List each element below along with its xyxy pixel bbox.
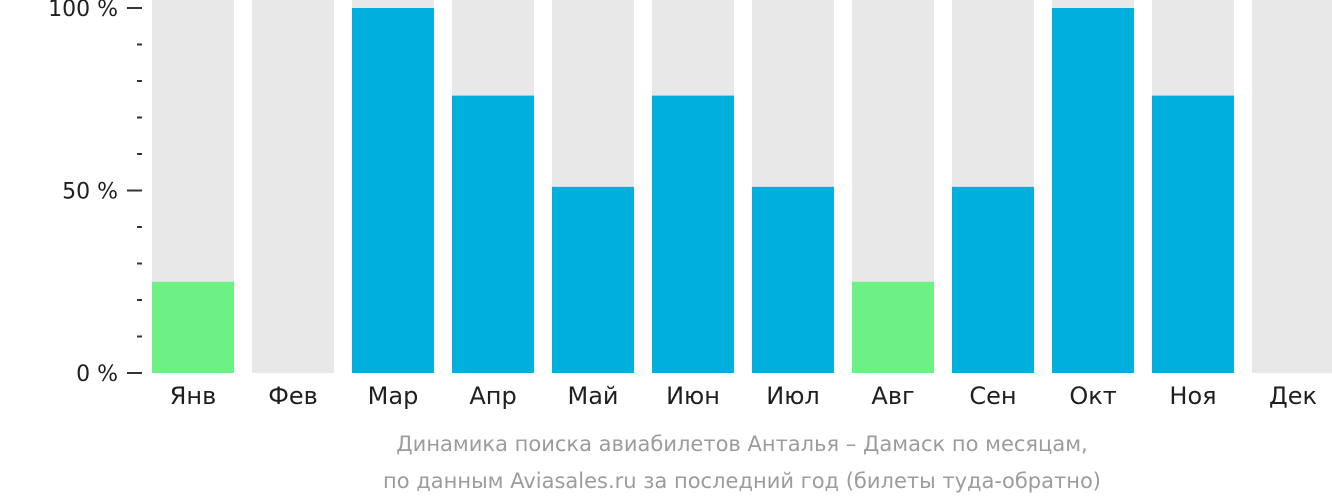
chart-caption-line-1: Динамика поиска авиабилетов Анталья – Да… (396, 432, 1087, 456)
x-tick-label: Янв (170, 382, 217, 410)
value-bars (152, 8, 1234, 373)
chart-caption-line-2: по данным Aviasales.ru за последний год … (383, 469, 1101, 493)
x-tick-label: Фев (268, 382, 318, 410)
x-tick-label: Окт (1069, 382, 1116, 410)
x-tick-label: Май (567, 382, 618, 410)
bar (352, 8, 434, 373)
bar (452, 95, 534, 373)
y-tick-label: 100 % (48, 0, 118, 22)
bar (952, 186, 1034, 373)
y-axis: 0 % 50 % 100 % (48, 0, 142, 387)
bar (1052, 8, 1134, 373)
y-tick-label: 0 % (76, 362, 118, 387)
x-tick-label: Сен (969, 382, 1016, 410)
bar-background (1252, 0, 1332, 373)
bar (852, 281, 934, 373)
x-tick-label: Апр (469, 382, 516, 410)
bar (152, 281, 234, 373)
x-tick-label: Ноя (1169, 382, 1216, 410)
x-tick-label: Июн (666, 382, 720, 410)
bar (1152, 95, 1234, 373)
x-axis: Янв Фев Мар Апр Май Июн Июл Авг Сен Окт Ноя Дек (170, 382, 1317, 410)
bar-background (252, 0, 334, 373)
y-tick-label: 50 % (62, 180, 118, 205)
bar (652, 95, 734, 373)
x-tick-label: Дек (1269, 382, 1317, 410)
x-tick-label: Мар (368, 382, 419, 410)
bar (752, 186, 834, 373)
x-tick-label: Авг (871, 382, 914, 410)
x-tick-label: Июл (766, 382, 820, 410)
bar (552, 186, 634, 373)
